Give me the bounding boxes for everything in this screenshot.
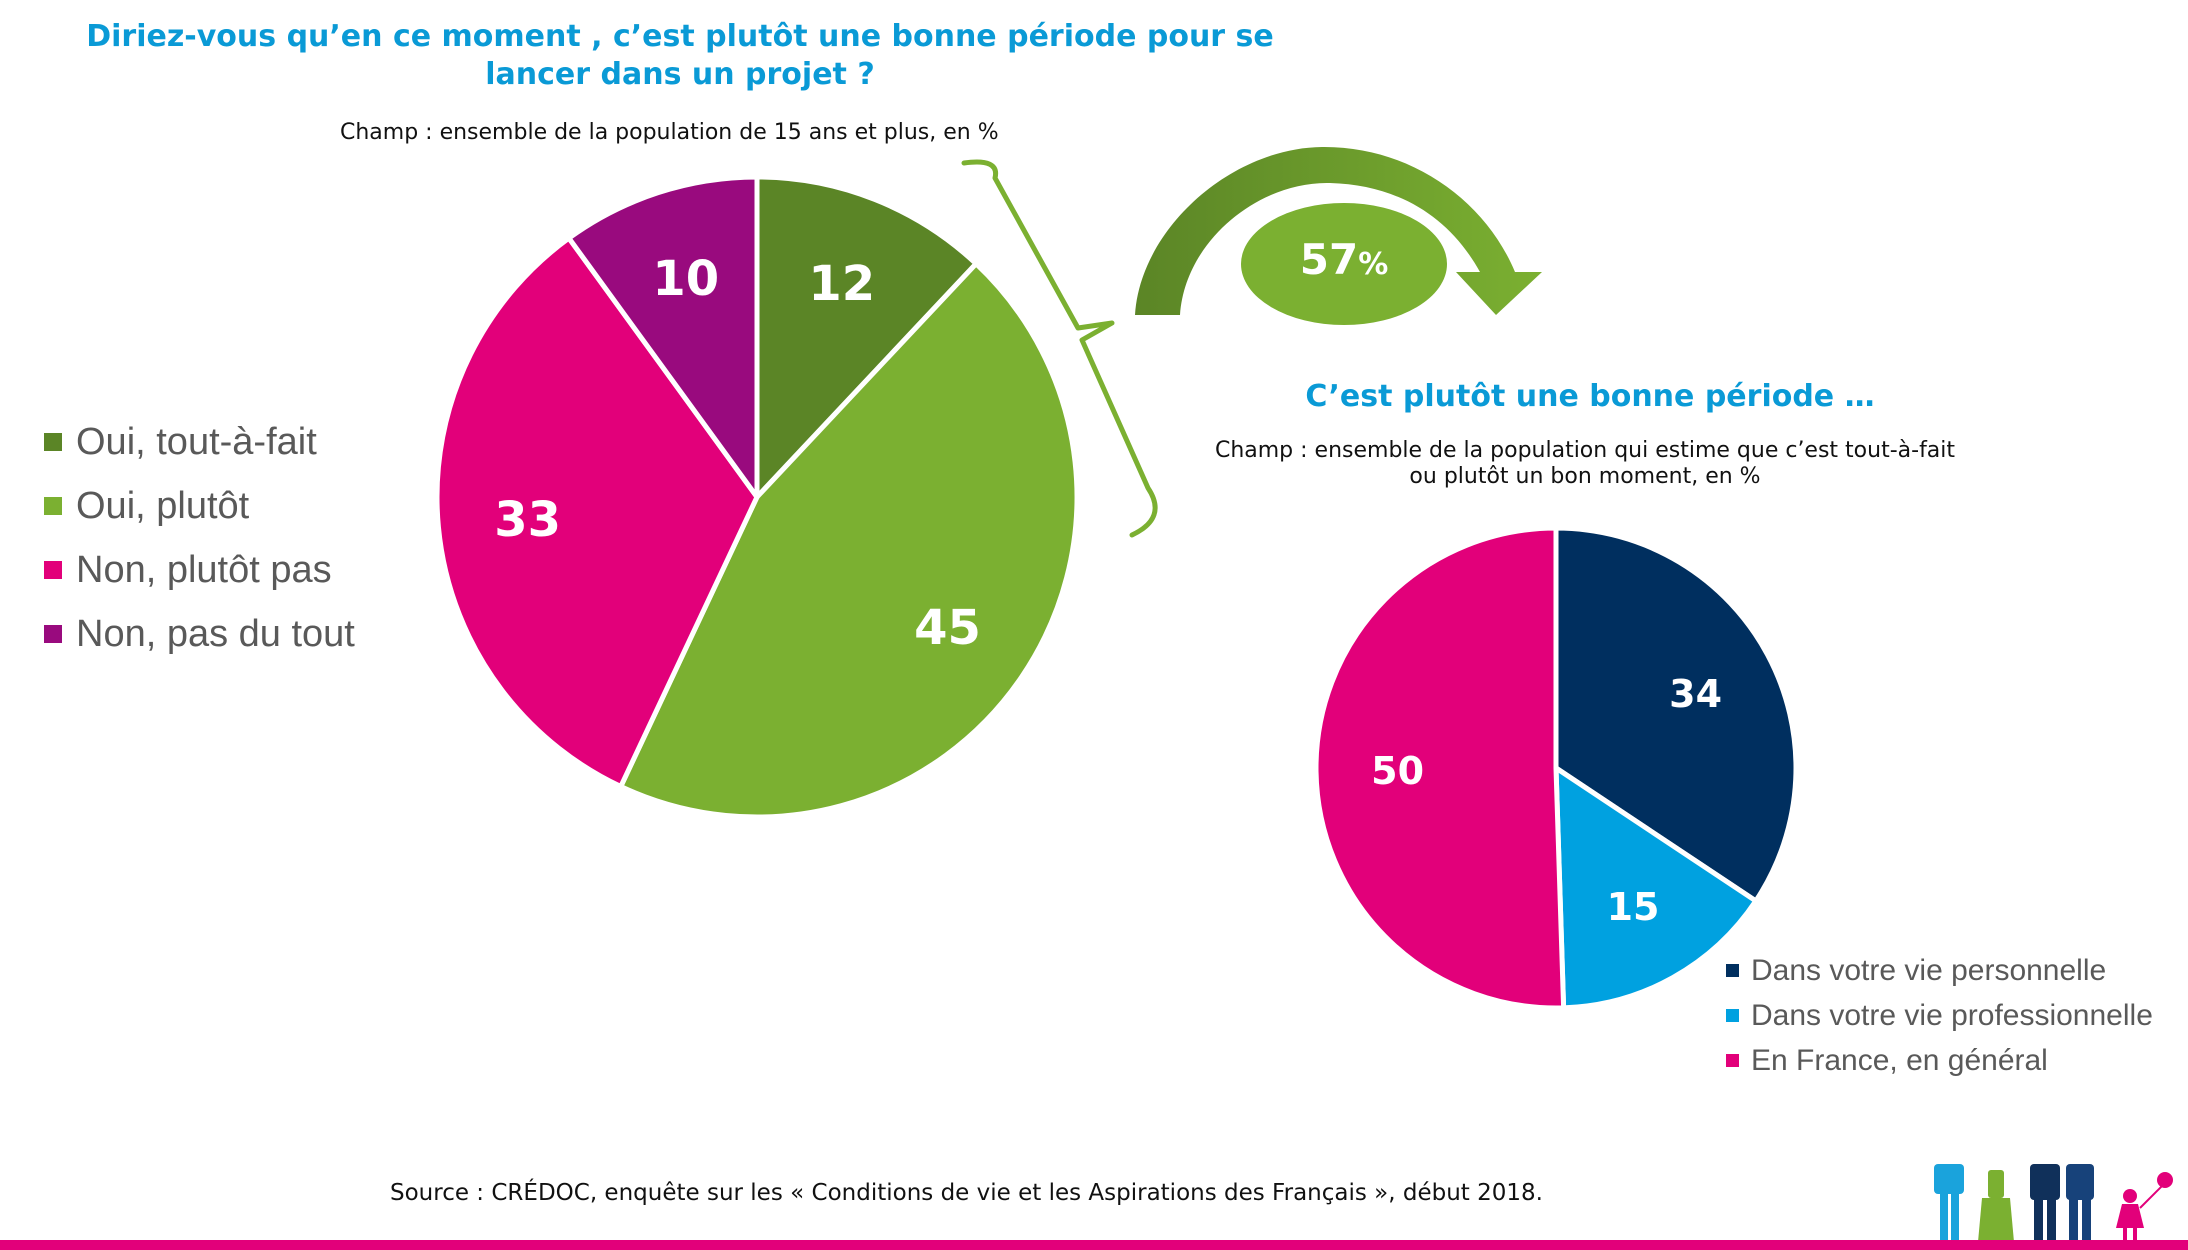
curved-arrow (1135, 146, 1542, 315)
legend-item: Oui, plutôt (44, 474, 355, 538)
pie-slice (566, 174, 760, 500)
legend-label: Non, pas du tout (76, 612, 355, 655)
person-figure-blue (1934, 1164, 1964, 1242)
chart1-title: Diriez-vous qu’en ce moment , c’est plut… (86, 19, 1274, 92)
legend-chart1: Oui, tout-à-fait Oui, plutôt Non, plutôt… (44, 410, 355, 666)
pie-slice (618, 261, 1080, 820)
legend-swatch (44, 497, 62, 515)
brace-shape (961, 159, 1158, 538)
pie-slice (434, 235, 760, 790)
legend-item: Non, pas du tout (44, 602, 355, 666)
person-figure-navy-2 (2066, 1164, 2094, 1242)
slice-value-label: 15 (1607, 885, 1660, 929)
slice-value-label: 45 (914, 600, 981, 656)
legend-swatch (44, 561, 62, 579)
pie-slice (1553, 765, 1759, 1011)
legend-item: Dans votre vie personnelle (1726, 948, 2153, 993)
legend-item: En France, en général (1726, 1038, 2153, 1083)
person-figure-pink (2116, 1172, 2173, 1242)
slice-value-label: 10 (652, 251, 719, 307)
slice-value-label: 50 (1371, 749, 1424, 793)
slice-value-label: 12 (808, 256, 875, 312)
callout-value: 57% (1300, 235, 1389, 284)
legend-item: Dans votre vie professionnelle (1726, 993, 2153, 1038)
source-note: Source : CRÉDOC, enquête sur les « Condi… (390, 1180, 1543, 1206)
chart2-subtitle: Champ : ensemble de la population qui es… (1214, 438, 1956, 489)
legend-swatch (1726, 1009, 1739, 1022)
legend-label: Non, plutôt pas (76, 548, 332, 591)
callout-number: 57 (1300, 235, 1358, 284)
legend-swatch (44, 433, 62, 451)
legend-swatch (1726, 1054, 1739, 1067)
legend-item: Oui, tout-à-fait (44, 410, 355, 474)
pie-chart-2: 34 15 50 (1313, 525, 1799, 1011)
legend-label: Dans votre vie professionnelle (1751, 998, 2153, 1032)
legend-label: Dans votre vie personnelle (1751, 953, 2107, 987)
chart2-title: C’est plutôt une bonne période … (1305, 379, 1875, 414)
legend-item: Non, plutôt pas (44, 538, 355, 602)
legend-label: Oui, plutôt (76, 484, 250, 527)
legend-swatch (1726, 964, 1739, 977)
bottom-accent-bar (0, 1240, 2188, 1250)
legend-swatch (44, 625, 62, 643)
chart1-subtitle: Champ : ensemble de la population de 15 … (340, 120, 999, 145)
callout-ellipse (1241, 203, 1447, 325)
pie-slice (1313, 525, 1567, 1011)
legend-label: Oui, tout-à-fait (76, 420, 317, 463)
legend-chart2: Dans votre vie personnelle Dans votre vi… (1726, 948, 2153, 1083)
person-figure-navy (2030, 1164, 2060, 1242)
callout-unit: % (1358, 247, 1388, 282)
pie-slice (754, 174, 979, 500)
slice-value-label: 33 (494, 492, 561, 548)
people-logo (1934, 1164, 2173, 1242)
pie-chart-1: 12 45 33 10 (434, 174, 1080, 820)
person-figure-green (1978, 1170, 2014, 1242)
legend-label: En France, en général (1751, 1043, 2048, 1077)
slice-value-label: 34 (1669, 672, 1722, 716)
